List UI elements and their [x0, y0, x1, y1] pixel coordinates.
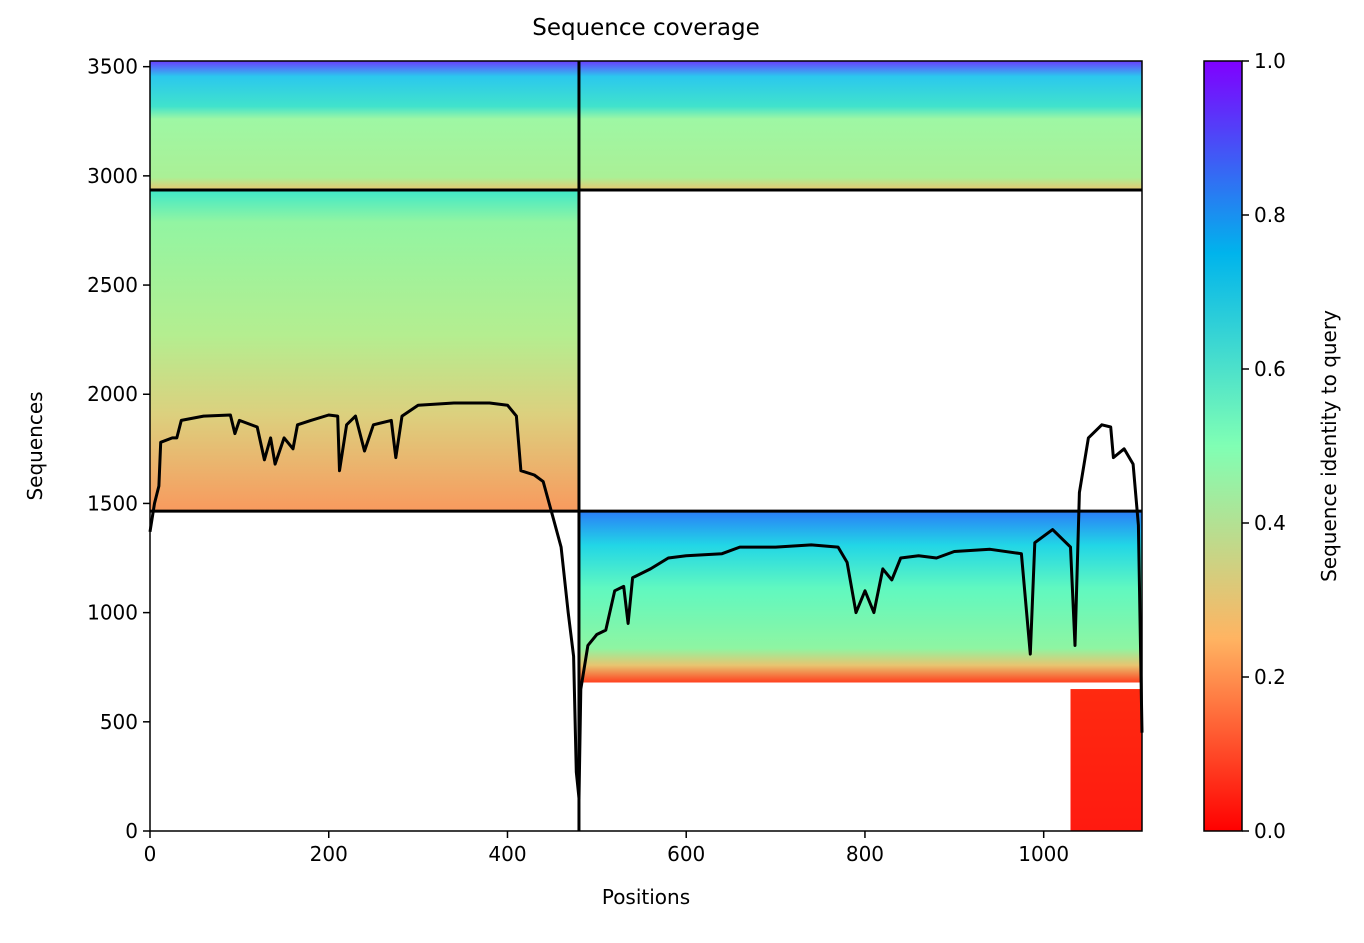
x-tick-label: 600 [667, 842, 705, 866]
y-tick-label: 1500 [87, 491, 138, 515]
colorbar-label: Sequence identity to query [1317, 310, 1341, 582]
y-tick-label: 3500 [87, 55, 138, 79]
y-tick-label: 500 [100, 710, 138, 734]
coverage-block [578, 511, 1142, 683]
coverage-line [148, 401, 1144, 800]
x-tick-label: 1000 [1018, 842, 1069, 866]
colorbar-tick-label: 0.6 [1254, 357, 1286, 381]
coverage-block [578, 61, 1142, 191]
chart-title: Sequence coverage [532, 15, 760, 41]
y-axis-label: Sequences [23, 391, 47, 500]
x-tick-label: 800 [846, 842, 884, 866]
colorbar-tick-label: 0.8 [1254, 203, 1286, 227]
coverage-block [150, 61, 579, 191]
colorbar [1203, 60, 1243, 832]
y-tick-label: 2500 [87, 273, 138, 297]
x-tick-label: 0 [144, 842, 157, 866]
colorbar-tick-label: 0.2 [1254, 665, 1286, 689]
colorbar-tick-label: 1.0 [1254, 49, 1286, 73]
y-tick-label: 3000 [87, 164, 138, 188]
colorbar-tick-label: 0.0 [1254, 819, 1286, 843]
plot-frame [149, 60, 1143, 832]
y-tick-label: 0 [125, 819, 138, 843]
x-tick-label: 400 [488, 842, 526, 866]
x-axis-label: Positions [602, 885, 690, 909]
y-tick-label: 1000 [87, 601, 138, 625]
x-tick-label: 200 [310, 842, 348, 866]
coverage-block [150, 190, 579, 512]
colorbar-tick-label: 0.4 [1254, 511, 1286, 535]
coverage-block [1070, 689, 1142, 831]
y-tick-label: 2000 [87, 382, 138, 406]
